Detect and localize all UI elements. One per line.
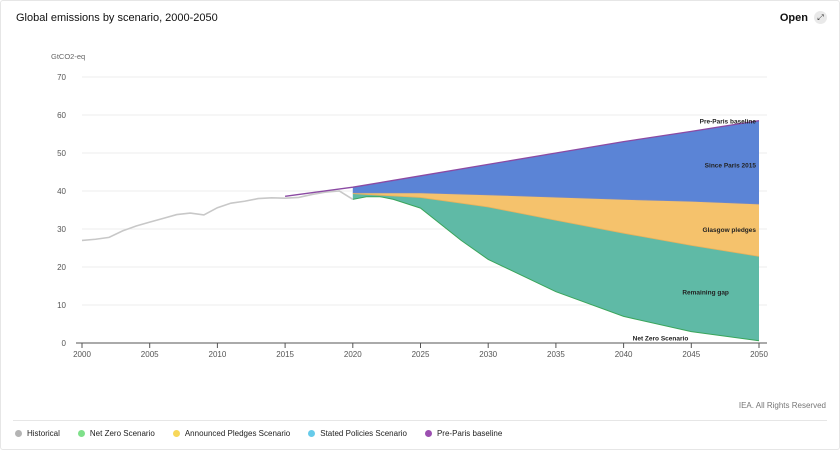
- glasgow-pledges-annotation: Glasgow pledges: [703, 227, 757, 234]
- pre-paris-baseline-line: [285, 120, 760, 197]
- glasgow-pledges-band: [352, 192, 759, 257]
- legend-label: Pre-Paris baseline: [436, 429, 503, 438]
- x-tick-label: 2045: [682, 350, 700, 359]
- stated-policies-line: [352, 192, 760, 205]
- remaining-gap-band: [352, 193, 759, 341]
- legend-marker: [15, 430, 22, 437]
- since-paris-band: [352, 120, 759, 204]
- x-tick-label: 2030: [479, 350, 497, 359]
- legend-marker: [77, 430, 85, 437]
- legend: Historical Net Zero Scenario Announced P…: [15, 429, 520, 438]
- chart-title: Global emissions by scenario, 2000-2050: [16, 12, 218, 24]
- x-tick-label: 2010: [209, 350, 227, 359]
- legend-item-stated-policies[interactable]: Stated Policies Scenario: [308, 429, 407, 438]
- x-tick-label: 2025: [412, 350, 430, 359]
- legend-label: Announced Pledges Scenario: [184, 429, 291, 438]
- legend-item-announced-pledges[interactable]: Announced Pledges Scenario: [172, 429, 291, 438]
- legend-label: Historical: [27, 429, 60, 438]
- y-tick-label: 40: [57, 187, 66, 196]
- y-tick-label: 50: [57, 149, 66, 158]
- legend-item-net-zero[interactable]: Net Zero Scenario: [77, 429, 155, 438]
- x-tick-label: 2040: [615, 350, 633, 359]
- legend-item-pre-paris[interactable]: Pre-Paris baseline: [424, 429, 503, 438]
- y-tick-label: 30: [57, 225, 66, 234]
- since-paris-annotation: Since Paris 2015: [705, 162, 757, 169]
- announced-pledges-line: [352, 193, 760, 257]
- legend-marker: [172, 430, 180, 437]
- pre-paris-baseline-annotation: Pre-Paris baseline: [700, 119, 757, 126]
- legend-divider: [13, 420, 827, 421]
- legend-item-historical[interactable]: Historical: [15, 429, 60, 438]
- x-tick-label: 2035: [547, 350, 565, 359]
- legend-label: Net Zero Scenario: [89, 429, 155, 438]
- historical-line: [81, 190, 354, 242]
- legend-marker: [424, 430, 432, 437]
- y-axis-label: GtCO2-eq: [51, 52, 85, 61]
- legend-marker: [308, 430, 316, 437]
- y-tick-label: 0: [62, 339, 67, 348]
- source-note: IEA. All Rights Reserved: [738, 401, 826, 410]
- x-tick-label: 2005: [141, 350, 159, 359]
- x-tick-label: 2050: [750, 350, 768, 359]
- expand-icon: ⤢: [814, 11, 827, 24]
- x-tick-label: 2000: [73, 350, 91, 359]
- y-tick-label: 20: [57, 263, 66, 272]
- y-tick-label: 10: [57, 301, 66, 310]
- net-zero-line: [352, 196, 760, 342]
- y-tick-label: 60: [57, 111, 66, 120]
- x-tick-label: 2020: [344, 350, 362, 359]
- open-label: Open: [779, 11, 808, 24]
- net-zero-annotation: Net Zero Scenario: [633, 335, 689, 342]
- x-tick-label: 2015: [276, 350, 294, 359]
- y-tick-label: 70: [57, 73, 66, 82]
- remaining-gap-annotation: Remaining gap: [682, 290, 729, 297]
- legend-label: Stated Policies Scenario: [320, 429, 407, 438]
- open-button[interactable]: Open ⤢: [780, 11, 827, 24]
